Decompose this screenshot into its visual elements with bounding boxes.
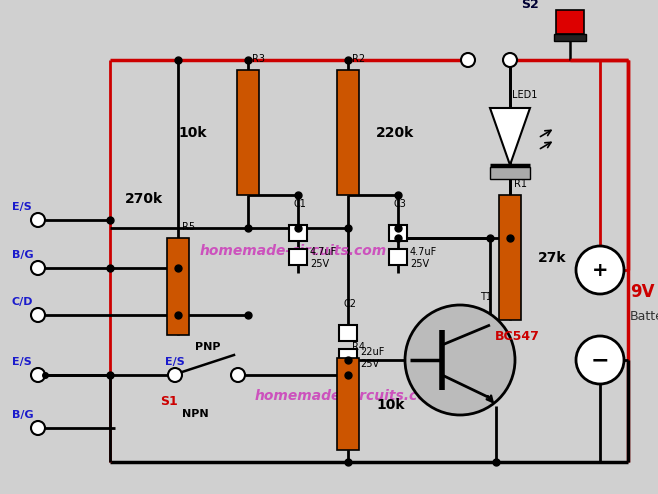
Text: 27k: 27k xyxy=(538,251,567,265)
Text: 25V: 25V xyxy=(410,259,429,269)
Text: homemade-circuits.com: homemade-circuits.com xyxy=(200,244,388,258)
Text: R1: R1 xyxy=(514,179,527,189)
Circle shape xyxy=(31,368,45,382)
Text: B/G: B/G xyxy=(12,250,34,260)
Text: LED1: LED1 xyxy=(512,90,538,100)
Bar xyxy=(289,249,307,265)
Bar xyxy=(490,167,530,179)
Circle shape xyxy=(405,305,515,415)
Text: 25V: 25V xyxy=(360,359,379,369)
Circle shape xyxy=(231,368,245,382)
Bar xyxy=(237,70,259,195)
Circle shape xyxy=(168,368,182,382)
Text: R3: R3 xyxy=(252,54,265,64)
Circle shape xyxy=(31,213,45,227)
Text: E/S: E/S xyxy=(12,202,32,212)
Bar xyxy=(389,225,407,241)
Circle shape xyxy=(31,421,45,435)
Bar xyxy=(337,70,359,195)
Bar xyxy=(167,238,189,335)
Polygon shape xyxy=(490,108,530,165)
Text: −: − xyxy=(591,350,609,370)
Text: T1: T1 xyxy=(480,292,492,302)
Circle shape xyxy=(31,261,45,275)
Bar xyxy=(475,56,503,64)
Bar xyxy=(337,358,359,450)
Circle shape xyxy=(576,246,624,294)
Text: +: + xyxy=(592,260,608,280)
Text: E/S: E/S xyxy=(165,357,185,367)
Circle shape xyxy=(31,308,45,322)
Circle shape xyxy=(461,53,475,67)
Circle shape xyxy=(503,53,517,67)
Text: 10k: 10k xyxy=(178,126,207,140)
Text: S2: S2 xyxy=(521,0,539,11)
Text: 220k: 220k xyxy=(376,126,415,140)
Text: R4: R4 xyxy=(352,342,365,352)
Text: C3: C3 xyxy=(394,199,407,209)
Text: R2: R2 xyxy=(352,54,365,64)
Text: PNP: PNP xyxy=(195,342,220,352)
Bar xyxy=(554,34,586,41)
Bar xyxy=(556,10,584,34)
Text: 4.7uF: 4.7uF xyxy=(310,247,338,257)
Text: C2: C2 xyxy=(344,299,357,309)
Text: 4.7uF: 4.7uF xyxy=(410,247,438,257)
Text: 270k: 270k xyxy=(125,192,163,206)
Bar xyxy=(389,249,407,265)
Text: BC547: BC547 xyxy=(495,330,540,343)
Text: 10k: 10k xyxy=(376,398,405,412)
Text: C1: C1 xyxy=(294,199,307,209)
Text: C/D: C/D xyxy=(12,297,34,307)
Text: E/S: E/S xyxy=(12,357,32,367)
Text: NPN: NPN xyxy=(182,409,209,419)
Text: R5: R5 xyxy=(182,222,195,232)
Text: 25V: 25V xyxy=(310,259,329,269)
Text: S1: S1 xyxy=(160,395,178,408)
Circle shape xyxy=(576,336,624,384)
Text: homemade-circuits.com: homemade-circuits.com xyxy=(255,389,442,403)
Bar xyxy=(339,349,357,365)
Bar xyxy=(289,225,307,241)
Text: B/G: B/G xyxy=(12,410,34,420)
Bar xyxy=(339,325,357,341)
Bar xyxy=(499,195,521,320)
Text: 9V: 9V xyxy=(630,283,655,301)
Text: 22uF: 22uF xyxy=(360,347,384,357)
Text: Battery: Battery xyxy=(630,310,658,323)
